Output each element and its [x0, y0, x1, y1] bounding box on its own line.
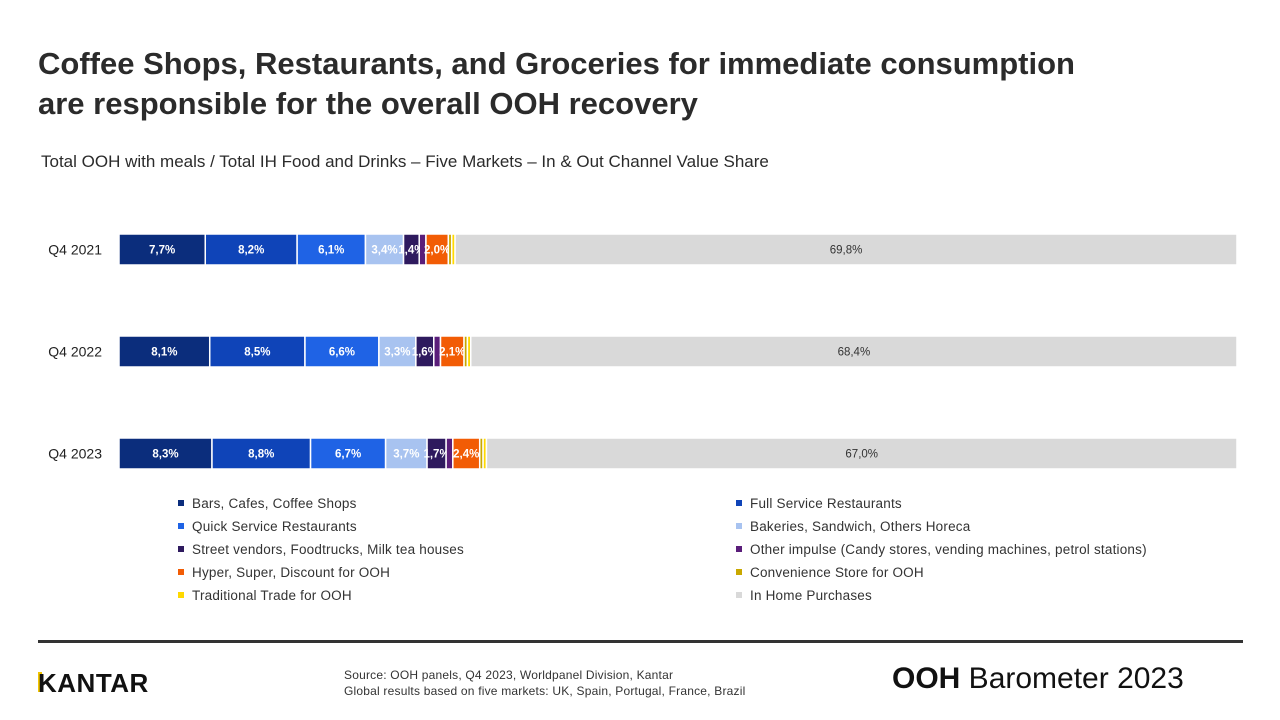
legend-item: Convenience Store for OOH: [736, 563, 1196, 581]
legend-item: Traditional Trade for OOH: [178, 586, 736, 604]
chart-legend: Bars, Cafes, Coffee Shops Full Service Re…: [178, 494, 1228, 604]
data-label: 2,0%: [424, 245, 450, 257]
source-line-2: Global results based on five markets: UK…: [344, 684, 746, 698]
bar-segment: [296, 233, 367, 266]
legend-swatch: [736, 523, 742, 529]
bar-segment: [452, 437, 481, 470]
bar-segment: [454, 233, 1238, 266]
stacked-bar-chart: Q4 2021 7,7% 8,2% 6,1% 3,4% 1,4% 2,0% 69,8% Q4 2…: [48, 233, 1238, 470]
data-label: 1,4%: [398, 245, 424, 257]
bar-segment: [309, 437, 387, 470]
legend-swatch: [178, 546, 184, 552]
data-label: 2,4%: [453, 449, 479, 461]
data-label: 6,1%: [318, 245, 344, 257]
legend-swatch: [736, 592, 742, 598]
bar-segment: [485, 437, 1238, 470]
legend-label: Street vendors, Foodtrucks, Milk tea hou…: [192, 541, 464, 557]
data-label: 67,0%: [845, 449, 878, 461]
bar-segment: [364, 233, 405, 266]
title-line-2: are responsible for the overall OOH reco…: [38, 86, 698, 121]
bar-segment: [118, 335, 211, 368]
legend-swatch: [736, 569, 742, 575]
bar-segment: [118, 437, 213, 470]
data-label: 8,5%: [244, 347, 270, 359]
title-line-1: Coffee Shops, Restaurants, and Groceries…: [38, 46, 1075, 81]
legend-swatch: [178, 592, 184, 598]
page-title: Coffee Shops, Restaurants, and Groceries…: [38, 44, 1218, 124]
bar-segment: [304, 335, 380, 368]
category-label: Q4 2023: [48, 446, 102, 462]
legend-swatch: [736, 546, 742, 552]
data-label: 8,2%: [238, 245, 264, 257]
data-label: 8,1%: [151, 347, 177, 359]
legend-item: Full Service Restaurants: [736, 494, 1196, 512]
legend-label: Full Service Restaurants: [750, 495, 902, 511]
legend-item: In Home Purchases: [736, 586, 1196, 604]
data-label: 6,7%: [335, 449, 361, 461]
bar-segment: [204, 233, 298, 266]
legend-item: Hyper, Super, Discount for OOH: [178, 563, 736, 581]
legend-label: Convenience Store for OOH: [750, 564, 924, 580]
kantar-logo: KANTAR: [38, 668, 149, 698]
data-label: 8,3%: [152, 449, 178, 461]
legend-swatch: [736, 500, 742, 506]
legend-item: Bakeries, Sandwich, Others Horeca: [736, 517, 1196, 535]
legend-item: Street vendors, Foodtrucks, Milk tea hou…: [178, 540, 736, 558]
data-label: 1,6%: [412, 347, 438, 359]
legend-label: Hyper, Super, Discount for OOH: [192, 564, 391, 580]
legend-item: Other impulse (Candy stores, vending mac…: [736, 540, 1196, 558]
bar-segment: [445, 437, 454, 470]
data-label: 6,6%: [329, 347, 355, 359]
legend-label: Quick Service Restaurants: [192, 518, 357, 534]
chart-subtitle: Total OOH with meals / Total IH Food and…: [41, 152, 769, 171]
bar-segment: [384, 437, 428, 470]
category-label: Q4 2022: [48, 344, 102, 360]
legend-label: In Home Purchases: [750, 587, 872, 603]
source-note: Source: OOH panels, Q4 2023, Worldpanel …: [344, 667, 745, 699]
brand-bold: OOH: [892, 662, 961, 695]
legend-label: Bars, Cafes, Coffee Shops: [192, 495, 357, 511]
legend-swatch: [178, 523, 184, 529]
bar-segment: [208, 335, 306, 368]
category-label: Q4 2021: [48, 242, 102, 258]
legend-swatch: [178, 500, 184, 506]
data-label: 68,4%: [838, 347, 871, 359]
data-label: 7,7%: [149, 245, 175, 257]
data-label: 1,7%: [423, 449, 449, 461]
legend-label: Bakeries, Sandwich, Others Horeca: [750, 518, 971, 534]
legend-label: Traditional Trade for OOH: [192, 587, 352, 603]
source-line-1: Source: OOH panels, Q4 2023, Worldpanel …: [344, 668, 674, 682]
legend-swatch: [178, 569, 184, 575]
bar-segment: [470, 335, 1238, 368]
legend-item: Bars, Cafes, Coffee Shops: [178, 494, 736, 512]
data-label: 69,8%: [830, 245, 863, 257]
barometer-brand: OOH Barometer 2023: [892, 662, 1184, 696]
legend-label: Other impulse (Candy stores, vending mac…: [750, 541, 1147, 557]
data-label: 3,4%: [371, 245, 397, 257]
data-label: 8,8%: [248, 449, 274, 461]
data-label: 3,3%: [384, 347, 410, 359]
logo-accent-mark: [38, 672, 42, 692]
brand-rest: Barometer 2023: [960, 662, 1184, 695]
data-label: 3,7%: [393, 449, 419, 461]
bar-segment: [378, 335, 417, 368]
legend-item: Quick Service Restaurants: [178, 517, 736, 535]
footer-divider: [38, 640, 1243, 643]
data-label: 2,1%: [439, 347, 465, 359]
